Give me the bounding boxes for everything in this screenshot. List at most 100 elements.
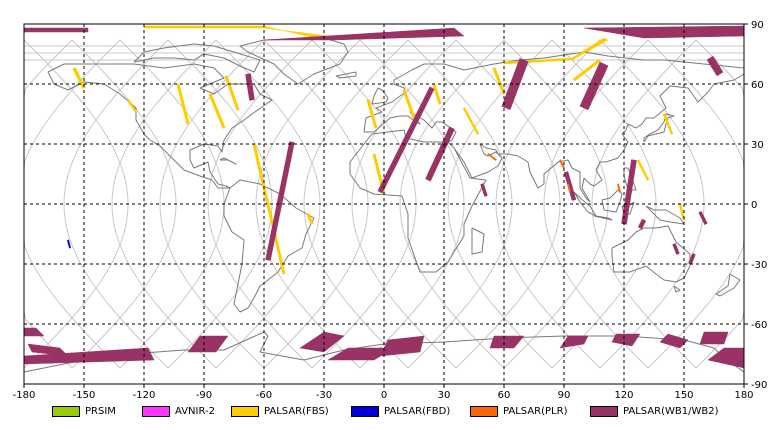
swath-palsar-fbs bbox=[176, 83, 190, 125]
swath-palsar-wb bbox=[706, 55, 724, 77]
swath-palsar-wb bbox=[263, 27, 465, 41]
swath-palsar-fbd bbox=[66, 239, 72, 249]
x-tick-label: 150 bbox=[674, 390, 693, 401]
legend-swatch-palsar-fbs bbox=[231, 405, 259, 417]
swath-palsar-wb bbox=[187, 335, 229, 353]
legend-label-palsar-fbd: PALSAR(FBD) bbox=[384, 405, 451, 417]
legend-label-prism: PRSIM bbox=[85, 405, 116, 417]
swath-palsar-wb bbox=[611, 333, 641, 347]
coastline bbox=[715, 273, 741, 297]
orbit-track bbox=[207, 39, 313, 369]
y-tick-label: 60 bbox=[751, 80, 764, 91]
swath-palsar-wb bbox=[299, 331, 345, 353]
coastline bbox=[673, 285, 681, 293]
orbit-track bbox=[255, 39, 361, 369]
coastline bbox=[371, 87, 389, 105]
swath-palsar-fbs bbox=[72, 66, 86, 90]
orbit-track bbox=[591, 39, 697, 369]
swath-palsar-wb bbox=[698, 210, 708, 226]
x-tick-label: 180 bbox=[734, 390, 753, 401]
swath-palsar-wb bbox=[379, 335, 425, 357]
swath-palsar-wb bbox=[377, 86, 435, 194]
coastline bbox=[643, 113, 675, 143]
y-tick-label: 90 bbox=[751, 20, 764, 31]
legend-item-palsar-fbs: PALSAR(FBS) bbox=[231, 404, 329, 418]
longitude-ticks: -180 -150 -120 -90 -60 -30 0 30 60 90 120 150 180 bbox=[13, 384, 754, 401]
x-tick-label: -180 bbox=[13, 390, 36, 401]
legend-swatch-palsar-fbd bbox=[351, 405, 379, 417]
swath-palsar-fbs bbox=[636, 159, 650, 181]
swath-palsar-wb bbox=[637, 218, 647, 230]
coastline bbox=[335, 71, 357, 79]
swath-palsar-fbs bbox=[572, 58, 602, 82]
orbit-track bbox=[495, 39, 601, 369]
x-tick-label: 90 bbox=[558, 390, 571, 401]
graticule-grid bbox=[24, 24, 744, 384]
x-tick-label: 30 bbox=[438, 390, 451, 401]
coastline bbox=[363, 51, 745, 133]
swath-palsar-fbs bbox=[126, 99, 138, 113]
legend-item-palsar-fbd: PALSAR(FBD) bbox=[351, 404, 450, 418]
swath-palsar-wb bbox=[672, 243, 680, 255]
legend-item-palsar-wb: PALSAR(WB1/WB2) bbox=[590, 404, 719, 418]
swath-palsar-wb bbox=[559, 335, 589, 349]
swath-palsar-wb bbox=[659, 333, 689, 349]
x-tick-label: -120 bbox=[133, 390, 156, 401]
legend-label-avnir2: AVNIR-2 bbox=[175, 405, 215, 417]
swath-palsar-wb bbox=[265, 141, 295, 261]
y-tick-label: 0 bbox=[751, 200, 757, 211]
swath-palsar-fbs bbox=[208, 93, 226, 129]
coastline bbox=[133, 43, 261, 73]
swath-palsar-plr bbox=[566, 183, 572, 193]
swath-palsar-fbs bbox=[492, 67, 506, 95]
swath-palsar-wb bbox=[688, 253, 696, 265]
swath-palsar-wb bbox=[621, 159, 637, 225]
legend-item-palsar-plr: PALSAR(PLR) bbox=[470, 404, 567, 418]
orbit-track bbox=[159, 39, 265, 369]
swath-palsar-wb bbox=[501, 58, 529, 110]
coastline bbox=[219, 157, 237, 165]
swath-palsar-fbs bbox=[306, 213, 314, 225]
latitude-ticks: 90 60 30 0 -30 -60 -90 bbox=[744, 20, 767, 391]
coastline bbox=[471, 227, 485, 255]
swath-palsar-wb bbox=[480, 183, 488, 197]
coastline bbox=[223, 179, 315, 313]
legend-label-palsar-fbs: PALSAR(FBS) bbox=[264, 405, 329, 417]
legend-swatch-palsar-plr bbox=[470, 405, 498, 417]
y-tick-label: -90 bbox=[751, 380, 767, 391]
coastline bbox=[601, 189, 623, 213]
swath-palsar-plr bbox=[487, 153, 497, 161]
x-tick-label: -60 bbox=[256, 390, 272, 401]
y-tick-label: -30 bbox=[751, 260, 767, 271]
swath-palsar-wb bbox=[489, 335, 525, 349]
coastline bbox=[611, 225, 691, 283]
legend: PRSIM AVNIR-2 PALSAR(FBS) PALSAR(FBD) PA… bbox=[0, 398, 770, 424]
legend-label-palsar-plr: PALSAR(PLR) bbox=[503, 405, 568, 417]
orbit-track bbox=[447, 39, 553, 369]
legend-swatch-prism bbox=[52, 405, 80, 417]
swath-palsar-wb bbox=[245, 73, 255, 101]
legend-item-prism: PRSIM bbox=[52, 404, 116, 418]
orbit-track bbox=[63, 39, 169, 369]
swath-palsar-fbs bbox=[662, 113, 674, 135]
x-tick-label: 60 bbox=[498, 390, 511, 401]
coastline bbox=[239, 37, 349, 85]
orbit-track bbox=[111, 39, 217, 369]
x-tick-label: 0 bbox=[381, 390, 387, 401]
x-tick-label: -90 bbox=[196, 390, 212, 401]
swath-palsar-plr bbox=[616, 183, 622, 193]
coastline bbox=[349, 129, 487, 273]
x-tick-label: -30 bbox=[316, 390, 332, 401]
orbit-track bbox=[399, 39, 505, 369]
legend-swatch-palsar-wb bbox=[590, 405, 618, 417]
swath-palsar-wb bbox=[327, 347, 395, 361]
swath-palsar-wb bbox=[699, 331, 729, 345]
y-tick-label: -60 bbox=[751, 320, 767, 331]
swath-palsar-fbs bbox=[366, 99, 378, 129]
swath-palsar-fbs bbox=[462, 107, 480, 135]
orbit-track bbox=[303, 39, 409, 369]
legend-item-avnir2: AVNIR-2 bbox=[142, 404, 215, 418]
coastline bbox=[47, 63, 273, 189]
swath-palsar-wb bbox=[579, 61, 609, 111]
